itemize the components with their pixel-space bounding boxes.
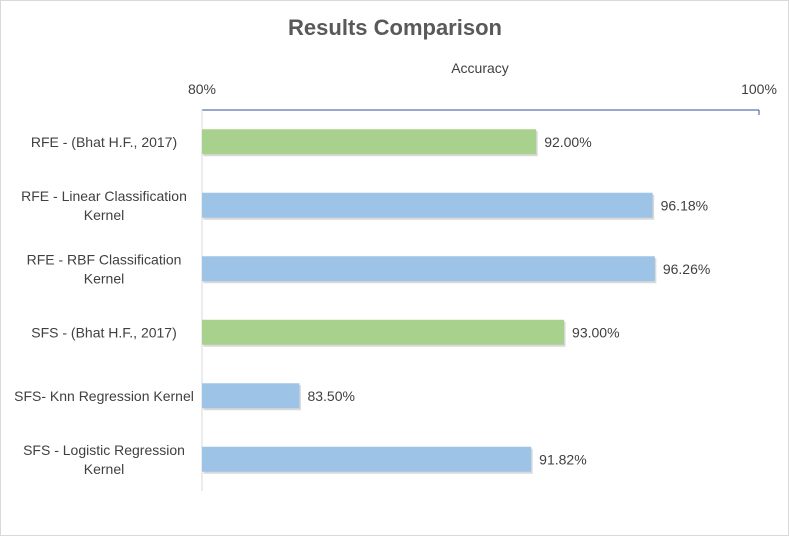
chart-title: Results Comparison [288,15,502,40]
bar-5 [202,383,300,409]
value-label-3: 96.26% [663,261,710,277]
bar-1 [202,129,537,155]
category-label-4: SFS - (Bhat H.F., 2017) [31,324,177,340]
value-label-4: 93.00% [572,324,619,340]
category-label-line: SFS - (Bhat H.F., 2017) [31,324,177,340]
category-label-line: Kernel [84,461,124,477]
category-label-line: RFE - Linear Classification [21,188,187,204]
value-label-1: 92.00% [544,134,591,150]
bar-2 [202,192,653,218]
category-label-line: Kernel [84,207,124,223]
bar-6 [202,446,532,472]
x-tick-label-max: 100% [741,81,777,97]
category-label-3: RFE - RBF Classification Kernel [27,251,182,286]
category-label-6: SFS - Logistic Regression Kernel [23,442,185,477]
x-tick-label-min: 80% [188,81,216,97]
category-label-2: RFE - Linear Classification Kernel [21,188,187,223]
category-label-line: SFS - Logistic Regression [23,442,185,458]
value-label-5: 83.50% [307,388,354,404]
x-axis-title: Accuracy [451,60,509,76]
category-label-5: SFS- Knn Regression Kernel [14,388,194,404]
bar-3 [202,256,655,282]
category-label-line: RFE - (Bhat H.F., 2017) [31,134,177,150]
category-label-line: Kernel [84,270,124,286]
bar-4 [202,319,565,345]
bars-group: 92.00% RFE - (Bhat H.F., 2017) 96.18% RFE -… [14,129,710,477]
category-label-1: RFE - (Bhat H.F., 2017) [31,134,177,150]
category-label-line: SFS- Knn Regression Kernel [14,388,194,404]
value-label-2: 96.18% [661,197,708,213]
category-label-line: RFE - RBF Classification [27,251,182,267]
value-label-6: 91.82% [539,451,586,467]
